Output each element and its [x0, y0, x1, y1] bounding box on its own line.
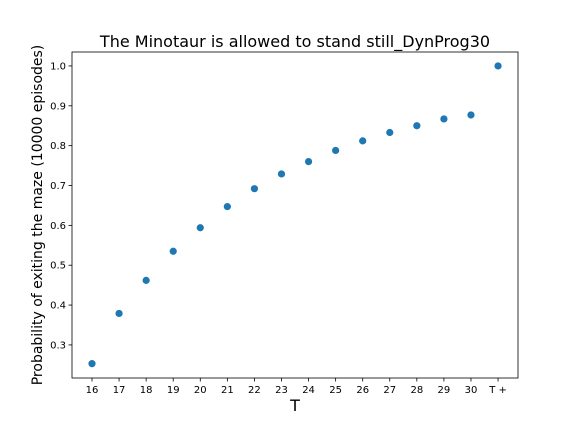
data-points [88, 62, 502, 368]
x-tick-label: 19 [167, 385, 180, 396]
x-tick-label: 24 [302, 385, 315, 396]
y-axis: 0.3 0.4 0.5 0.6 0.7 0.8 0.9 1.0 [50, 61, 72, 351]
data-point [88, 360, 96, 368]
y-tick-label: 0.5 [50, 261, 66, 272]
x-tick-label: 27 [383, 385, 396, 396]
x-tick-label: 18 [140, 385, 153, 396]
data-point [413, 122, 421, 130]
data-point [142, 276, 150, 284]
x-tick-label: 25 [329, 385, 342, 396]
plot-area [71, 51, 519, 379]
x-tick-label: 28 [410, 385, 423, 396]
data-point [223, 203, 231, 211]
x-tick-label: 29 [438, 385, 451, 396]
data-point [386, 128, 394, 137]
x-tick-label: 23 [275, 385, 288, 396]
data-point [494, 62, 502, 70]
x-tick-label: 20 [194, 385, 207, 396]
y-tick-label: 0.6 [50, 221, 66, 232]
y-tick-label: 0.7 [50, 181, 66, 192]
y-axis-label: Probability of exiting the maze (10000 e… [30, 45, 46, 386]
data-point [332, 146, 340, 155]
chart-title: The Minotaur is allowed to stand still_D… [99, 32, 490, 52]
y-tick-label: 0.4 [50, 301, 66, 312]
y-tick-label: 0.3 [50, 340, 66, 351]
y-tick-label: 0.9 [50, 101, 66, 112]
x-axis: 16 17 18 19 20 21 22 23 24 25 26 27 28 29 30 T + [86, 378, 507, 396]
x-tick-label: 21 [221, 385, 234, 396]
y-tick-label: 1.0 [50, 61, 66, 72]
data-point [304, 157, 313, 166]
data-point [440, 115, 448, 123]
data-point [467, 111, 475, 119]
data-point [277, 170, 286, 178]
data-point [359, 137, 367, 145]
x-tick-label: T + [488, 385, 507, 396]
data-point [250, 185, 259, 193]
x-tick-label: 26 [356, 385, 369, 396]
x-tick-label: 22 [248, 385, 261, 396]
data-point [169, 247, 177, 255]
y-tick-label: 0.8 [50, 141, 66, 152]
x-tick-label: 30 [465, 385, 478, 396]
x-axis-label: T [289, 396, 300, 415]
data-point [115, 309, 123, 318]
x-tick-label: 16 [86, 385, 99, 396]
data-point [196, 224, 204, 232]
x-tick-label: 17 [113, 385, 126, 396]
